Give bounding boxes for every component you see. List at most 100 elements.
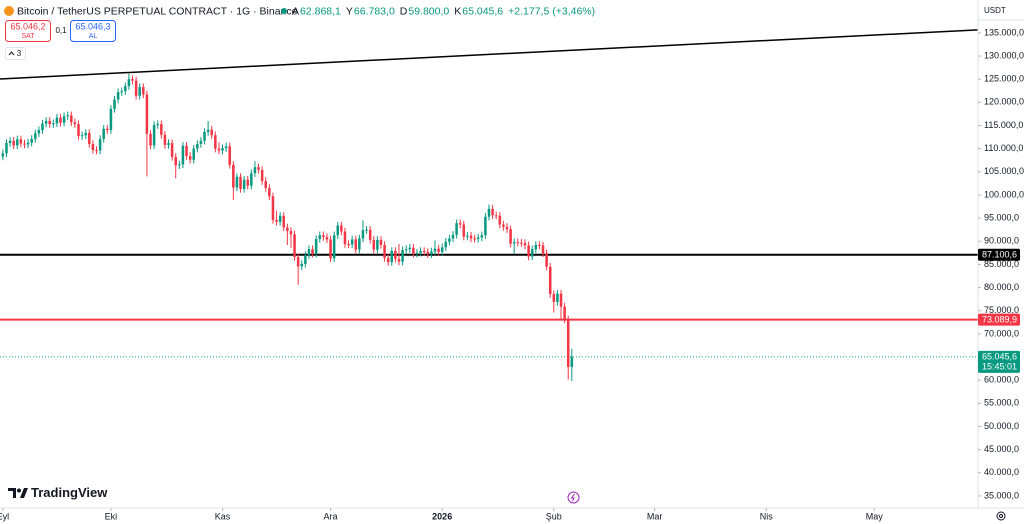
candle-body (466, 235, 469, 237)
candle-body (170, 143, 174, 157)
currency[interactable]: USDT (984, 6, 1006, 15)
candle-body (84, 132, 87, 136)
candle-body (559, 293, 563, 307)
buy-box[interactable] (70, 20, 116, 42)
plot-area (0, 29, 979, 382)
indicators-toggle[interactable]: 3 (5, 47, 26, 60)
gear-outer[interactable] (996, 511, 1006, 521)
candle-body (271, 196, 275, 220)
candle-body (376, 239, 379, 250)
y-tick-label: 95.000,0 (984, 212, 1019, 222)
y-tick-label: 80.000,0 (984, 282, 1019, 292)
indicators-count[interactable]: 3 (17, 49, 22, 58)
candle-body (260, 169, 264, 182)
candle-body (214, 135, 217, 149)
candle-body (386, 257, 390, 263)
sell-label[interactable]: SAT (21, 33, 35, 40)
candle-body (300, 263, 304, 267)
candle-body (185, 145, 188, 157)
candle-body (167, 143, 170, 145)
candle-body (307, 249, 311, 256)
level-label-box (978, 313, 1020, 326)
candle-body (415, 252, 419, 254)
candle-body (520, 242, 523, 244)
candle-body (178, 164, 181, 166)
settings-icon[interactable] (996, 511, 1006, 521)
candle-body (232, 164, 235, 188)
symbol-title[interactable]: Bitcoin / TetherUS PERPETUAL CONTRACT · … (17, 5, 298, 17)
candle-body (430, 251, 433, 255)
logo-slash (20, 488, 28, 498)
candle-body (354, 239, 358, 250)
candle-body (329, 239, 332, 259)
candle-body (545, 253, 548, 267)
candle-body (1, 153, 5, 157)
candle-body (332, 235, 336, 259)
buy-label[interactable]: AL (89, 33, 98, 40)
candle-body (469, 235, 473, 239)
candle-body (289, 231, 293, 235)
candle-body (487, 208, 491, 217)
x-tick-label: Şub (546, 511, 562, 521)
sell-price[interactable]: 65.046,2 (10, 21, 45, 31)
x-tick-label: Nis (760, 511, 773, 521)
candle-body (37, 130, 41, 134)
candle-body (19, 139, 23, 144)
events-icon[interactable] (567, 491, 580, 504)
candle-body (242, 179, 246, 189)
candle-body (498, 215, 502, 225)
candle-body (480, 235, 484, 238)
y-tick-label: 125.000,0 (984, 74, 1024, 84)
candle-body (548, 266, 552, 295)
candle-body (250, 173, 253, 186)
candle-body (160, 124, 163, 135)
ohlc-value: 65.045,6 (462, 5, 503, 17)
y-tick-label: 90.000,0 (984, 236, 1019, 246)
candle-body (116, 92, 120, 100)
y-tick-label: 115.000,0 (984, 120, 1023, 130)
candle-body (419, 250, 422, 253)
ohlc-label: A (292, 5, 299, 17)
y-tick-label: 60.000,0 (984, 375, 1019, 385)
sell-button[interactable]: 65.046,2 SAT (5, 20, 51, 42)
x-tick-label: Eki (105, 511, 118, 521)
y-tick-label: 100.000,0 (984, 189, 1024, 199)
candle-body (440, 247, 444, 252)
y-tick-label: 110.000,0 (984, 143, 1023, 153)
y-tick-label: 75.000,0 (984, 305, 1019, 315)
candle-body (336, 225, 340, 236)
candle-body (476, 237, 480, 239)
y-tick-label: 45.000,0 (984, 444, 1019, 454)
candle-body (246, 179, 250, 186)
candle-body (156, 124, 159, 126)
sell-box[interactable] (5, 20, 51, 42)
candle-body (534, 244, 538, 250)
candle-body (253, 167, 257, 174)
candle-body (347, 244, 350, 246)
indicators-box[interactable] (5, 47, 26, 60)
buy-button[interactable]: 65.046,3 AL (70, 20, 116, 42)
trendline (0, 29, 979, 80)
candle-body (322, 235, 325, 238)
candle-body (91, 144, 95, 151)
candle-body (325, 237, 329, 240)
candle-body (473, 238, 476, 240)
countdown: 15:45:01 (982, 362, 1017, 372)
candle-body (199, 140, 203, 145)
candle-body (95, 150, 98, 152)
candle-body (88, 132, 91, 145)
candle-body (62, 116, 66, 123)
candle-body (23, 143, 26, 145)
candle-body (566, 319, 570, 367)
candle-body (16, 139, 19, 146)
buy-price[interactable]: 65.046,3 (75, 21, 110, 31)
last-price-box (978, 350, 1020, 373)
y-tick-label: 50.000,0 (984, 421, 1019, 431)
spread: 0,1 (55, 26, 67, 35)
candle-body (397, 258, 401, 262)
candle-body (192, 148, 195, 160)
candle-body (404, 249, 408, 251)
x-tick-label: Mar (647, 511, 663, 521)
y-tick-label: 120.000,0 (984, 97, 1024, 107)
